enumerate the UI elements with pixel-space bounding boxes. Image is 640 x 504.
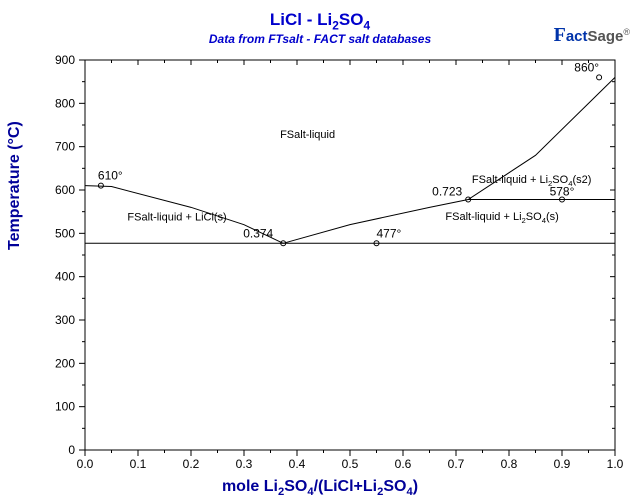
svg-text:0.7: 0.7	[448, 457, 465, 471]
svg-text:0.3: 0.3	[236, 457, 253, 471]
svg-text:400: 400	[55, 270, 75, 284]
svg-text:FSalt-liquid: FSalt-liquid	[280, 129, 335, 141]
phase-diagram-chart: LiCl - Li2SO4 Data from FTsalt - FACT sa…	[0, 0, 640, 504]
svg-text:0.5: 0.5	[342, 457, 359, 471]
svg-text:477°: 477°	[377, 226, 402, 240]
svg-text:0: 0	[68, 443, 75, 457]
svg-text:200: 200	[55, 356, 75, 370]
svg-text:800: 800	[55, 96, 75, 110]
svg-text:300: 300	[55, 313, 75, 327]
svg-text:900: 900	[55, 53, 75, 67]
svg-text:0.1: 0.1	[130, 457, 147, 471]
svg-text:0.0: 0.0	[77, 457, 94, 471]
svg-text:0.723: 0.723	[432, 185, 462, 199]
svg-text:0.6: 0.6	[395, 457, 412, 471]
svg-text:100: 100	[55, 400, 75, 414]
svg-text:FSalt-liquid + LiCl(s): FSalt-liquid + LiCl(s)	[127, 211, 226, 223]
svg-text:0.2: 0.2	[183, 457, 200, 471]
svg-text:610°: 610°	[98, 169, 123, 183]
svg-text:500: 500	[55, 226, 75, 240]
svg-text:1.0: 1.0	[607, 457, 624, 471]
svg-text:0.4: 0.4	[289, 457, 306, 471]
svg-text:0.374: 0.374	[243, 226, 273, 240]
svg-text:0.8: 0.8	[501, 457, 518, 471]
svg-text:700: 700	[55, 140, 75, 154]
svg-text:0.9: 0.9	[554, 457, 571, 471]
svg-text:860°: 860°	[574, 60, 599, 74]
svg-text:600: 600	[55, 183, 75, 197]
chart-svg: 0.0 0.1 0.2 0.3 0.4 0.5 0.6 0.7 0.8 0.9 1.0 0 100 200…	[0, 0, 640, 504]
